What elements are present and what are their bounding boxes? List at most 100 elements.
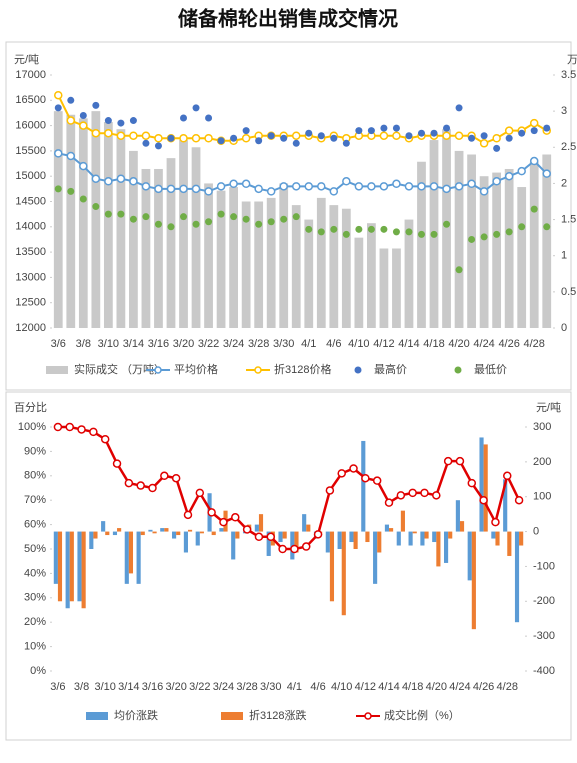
bar (154, 168, 163, 328)
point (430, 230, 438, 238)
bar (148, 529, 153, 532)
bar (349, 531, 354, 543)
bar (529, 161, 539, 328)
y-tick-label: 12000 (15, 322, 46, 334)
y-tick-label: 16500 (15, 94, 46, 106)
bar (103, 121, 113, 328)
line-marker (241, 179, 251, 189)
point (380, 124, 388, 132)
bar (187, 529, 193, 532)
point (230, 213, 238, 221)
line-marker (54, 149, 63, 158)
x-tick-label: 4/14 (398, 338, 419, 350)
bar (65, 531, 70, 609)
x-tick-label: 4/28 (497, 681, 518, 693)
bar (183, 531, 188, 553)
line-marker (301, 542, 311, 551)
point (280, 215, 288, 223)
line-marker (467, 179, 476, 189)
y-tick-label: 14000 (15, 221, 46, 233)
line-marker (442, 184, 451, 194)
point (79, 111, 87, 119)
point (67, 187, 75, 195)
line-marker (392, 131, 401, 140)
point (405, 132, 413, 140)
bar (140, 531, 145, 536)
bar (112, 531, 118, 536)
point (280, 134, 288, 142)
bar (316, 197, 326, 328)
y2-tick-label: 0.5 (561, 286, 576, 298)
bar (442, 129, 451, 328)
legend-swatch (364, 712, 372, 720)
bar (504, 168, 514, 328)
x-tick-label: 3/20 (173, 338, 194, 350)
bar (329, 205, 339, 328)
x-tick-label: 3/28 (236, 681, 257, 693)
bar (404, 219, 414, 328)
y-tick-label: 15500 (15, 145, 46, 157)
point (417, 129, 425, 137)
bar (542, 154, 552, 328)
bar (519, 531, 524, 546)
legend-swatch (86, 712, 108, 720)
line-marker (241, 134, 251, 143)
point (54, 104, 62, 112)
line-marker (54, 90, 63, 100)
y-tick-label: 80% (24, 470, 46, 482)
x-tick-label: 3/10 (95, 681, 116, 693)
point (342, 139, 350, 147)
line-marker (317, 182, 326, 191)
point (180, 213, 188, 221)
line-marker (66, 116, 76, 125)
x-tick-label: 4/10 (348, 338, 369, 350)
bar (471, 531, 476, 630)
bar (291, 205, 301, 328)
line-marker (124, 478, 134, 488)
x-tick-label: 3/10 (98, 338, 119, 350)
line-marker (379, 131, 389, 140)
line-marker (89, 427, 98, 437)
legend-label: 最低价 (474, 363, 507, 376)
line-marker (354, 182, 364, 191)
legend-label: 最高价 (374, 362, 407, 376)
line-marker (443, 456, 453, 466)
bar (66, 114, 76, 328)
line-marker (104, 177, 113, 186)
line-marker (503, 471, 512, 481)
line-marker (204, 187, 213, 196)
point (367, 225, 375, 233)
y-tick-label: 70% (24, 494, 46, 506)
line-marker (529, 118, 539, 128)
line-marker (195, 488, 205, 498)
bar (101, 521, 106, 532)
point (255, 137, 263, 145)
line-marker (154, 134, 163, 143)
line-marker (166, 184, 176, 194)
line-marker (219, 517, 228, 527)
point (230, 134, 238, 142)
line-marker (467, 478, 477, 488)
y-tick-label: 15000 (15, 170, 46, 182)
x-tick-label: 3/8 (76, 338, 91, 350)
point (355, 127, 363, 135)
bar (116, 129, 126, 328)
point (205, 114, 213, 122)
point (355, 225, 363, 233)
y-tick-label: 13500 (15, 246, 46, 258)
bar (396, 531, 401, 546)
line-marker (136, 481, 145, 490)
line-marker (183, 510, 193, 520)
x-tick-label: 4/24 (473, 338, 494, 350)
line-marker (254, 184, 263, 194)
bar (420, 531, 425, 546)
bar (367, 223, 376, 328)
line-marker (504, 126, 514, 135)
x-tick-label: 3/14 (118, 681, 139, 693)
line-marker (479, 187, 489, 196)
line-marker (191, 134, 201, 143)
line-marker (304, 182, 314, 191)
point (518, 223, 526, 231)
point (192, 104, 200, 112)
line-marker (432, 491, 441, 500)
